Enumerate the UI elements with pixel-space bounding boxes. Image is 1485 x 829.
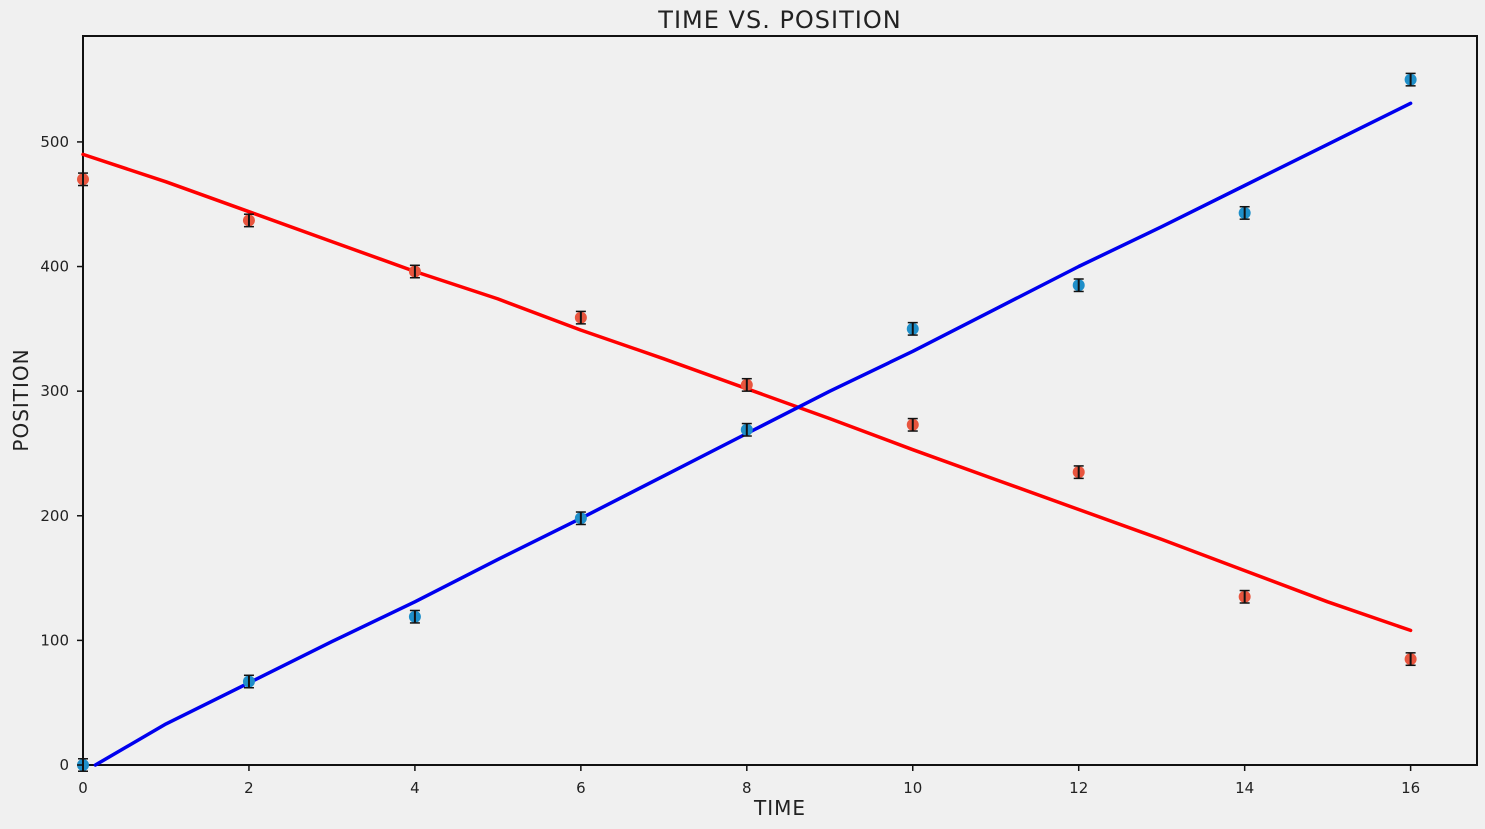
y-axis-label: POSITION bbox=[9, 348, 33, 451]
data-point bbox=[408, 609, 421, 624]
data-point bbox=[906, 417, 919, 432]
chart-title: TIME VS. POSITION bbox=[657, 6, 901, 34]
x-tick-label: 16 bbox=[1401, 779, 1420, 797]
plot-frame bbox=[82, 35, 1478, 766]
x-tick-label: 4 bbox=[410, 779, 420, 797]
y-tick-label: 300 bbox=[40, 382, 69, 400]
y-tick-label: 400 bbox=[40, 258, 69, 276]
data-point bbox=[408, 264, 421, 279]
series-points bbox=[77, 72, 1417, 772]
x-tick-label: 8 bbox=[742, 779, 752, 797]
series-line-0 bbox=[81, 152, 1413, 633]
y-tick-label: 100 bbox=[40, 631, 69, 649]
x-tick-label: 6 bbox=[576, 779, 586, 797]
series-line-1 bbox=[93, 101, 1413, 767]
data-point bbox=[740, 422, 753, 437]
data-point bbox=[1072, 465, 1085, 480]
x-tick-label: 0 bbox=[78, 779, 88, 797]
x-tick-label: 2 bbox=[244, 779, 254, 797]
x-tick-label: 14 bbox=[1235, 779, 1254, 797]
y-tick-label: 0 bbox=[59, 756, 69, 774]
data-point bbox=[574, 310, 587, 325]
y-tick-label: 200 bbox=[40, 507, 69, 525]
data-point bbox=[740, 377, 753, 392]
x-axis-label: TIME bbox=[753, 796, 806, 820]
x-tick-label: 10 bbox=[903, 779, 922, 797]
x-axis-ticks: 0 2 4 6 8 10 12 14 16 bbox=[78, 765, 1420, 797]
data-point bbox=[1404, 72, 1417, 87]
data-point bbox=[1072, 278, 1085, 293]
data-point bbox=[1238, 205, 1251, 220]
data-point bbox=[242, 674, 255, 689]
data-point bbox=[1404, 652, 1417, 667]
data-point bbox=[574, 511, 587, 526]
x-tick-label: 12 bbox=[1069, 779, 1088, 797]
data-point bbox=[242, 213, 255, 228]
data-point bbox=[77, 172, 89, 187]
data-point bbox=[1238, 589, 1251, 604]
y-axis-ticks: 0 100 200 300 400 500 bbox=[40, 133, 83, 774]
data-point bbox=[906, 321, 919, 336]
y-tick-label: 500 bbox=[40, 133, 69, 151]
